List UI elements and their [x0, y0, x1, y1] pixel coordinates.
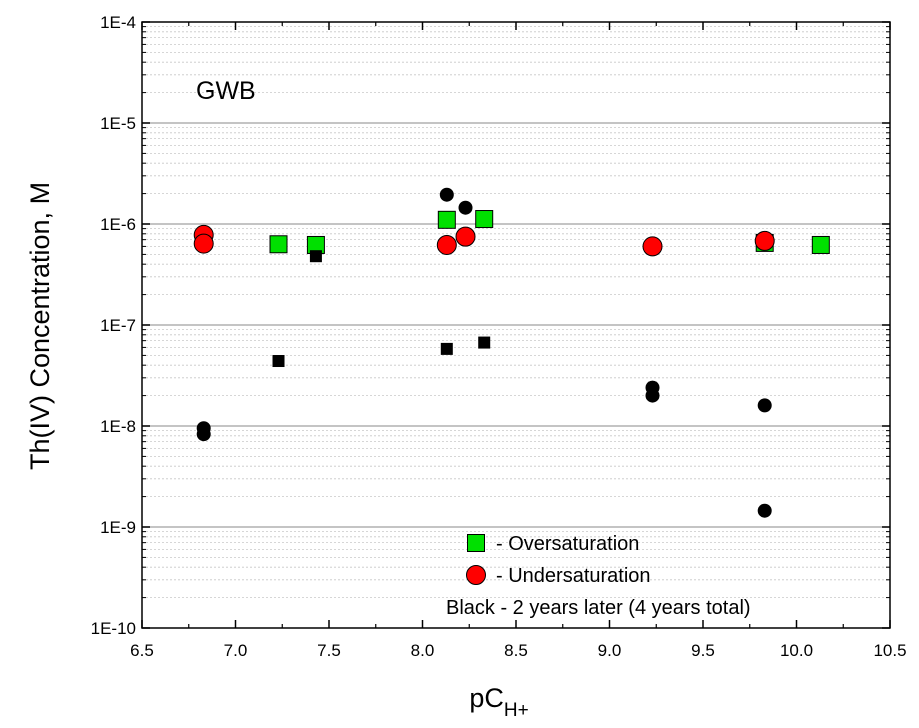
black-point	[440, 342, 453, 355]
black-point	[439, 187, 454, 202]
legend-label: - Oversaturation	[496, 533, 639, 555]
black-point	[645, 388, 660, 403]
oversaturation-point	[475, 210, 494, 229]
y-tick-label: 1E-6	[100, 215, 136, 234]
black-point	[757, 398, 772, 413]
x-tick-label: 9.0	[598, 641, 622, 660]
x-tick-label: 7.5	[317, 641, 341, 660]
x-tick-label: 10.0	[780, 641, 813, 660]
axis-ticks: 6.5 7.0 7.5 8.0 8.5 9.0 9.5 10.0 10.5 1E-10 1E-9 1E…	[91, 13, 907, 660]
undersaturation-point	[193, 233, 214, 254]
undersaturation-point	[642, 236, 663, 257]
y-tick-label: 1E-8	[100, 417, 136, 436]
undersaturation-point	[455, 226, 476, 247]
legend-marker-circle	[466, 565, 486, 585]
x-tick-label: 8.0	[411, 641, 435, 660]
chart-annotation: GWB	[196, 77, 256, 105]
legend-marker-square	[467, 534, 485, 552]
oversaturation-point	[437, 210, 456, 229]
x-axis-title-main: pC	[469, 683, 504, 713]
undersaturation-point	[436, 234, 457, 255]
oversaturation-point	[811, 235, 830, 254]
oversaturation-point	[269, 235, 288, 254]
grid-lines	[142, 26, 890, 598]
data-points	[193, 187, 830, 518]
black-point	[272, 355, 285, 368]
legend-label: - Undersaturation	[496, 565, 651, 587]
x-tick-label: 7.0	[224, 641, 248, 660]
black-point	[757, 503, 772, 518]
y-tick-label: 1E-7	[100, 316, 136, 335]
x-tick-label: 9.5	[691, 641, 715, 660]
x-axis-title: pCH+	[469, 683, 528, 721]
black-point	[478, 336, 491, 349]
x-tick-label: 10.5	[873, 641, 906, 660]
legend: - Oversaturation - Undersaturation Black -…	[446, 533, 751, 619]
x-axis-title-subscript: H+	[504, 700, 529, 721]
legend-note: Black - 2 years later (4 years total)	[446, 597, 751, 619]
y-tick-label: 1E-10	[91, 619, 136, 638]
undersaturation-point	[754, 230, 775, 251]
black-point	[196, 427, 211, 442]
y-tick-label: 1E-4	[100, 13, 136, 32]
x-tick-label: 6.5	[130, 641, 154, 660]
x-tick-label: 8.5	[504, 641, 528, 660]
y-axis-title: Th(IV) Concentration, M	[25, 182, 55, 470]
black-point	[309, 250, 322, 263]
y-tick-label: 1E-9	[100, 518, 136, 537]
black-point	[458, 200, 473, 215]
y-tick-label: 1E-5	[100, 114, 136, 133]
